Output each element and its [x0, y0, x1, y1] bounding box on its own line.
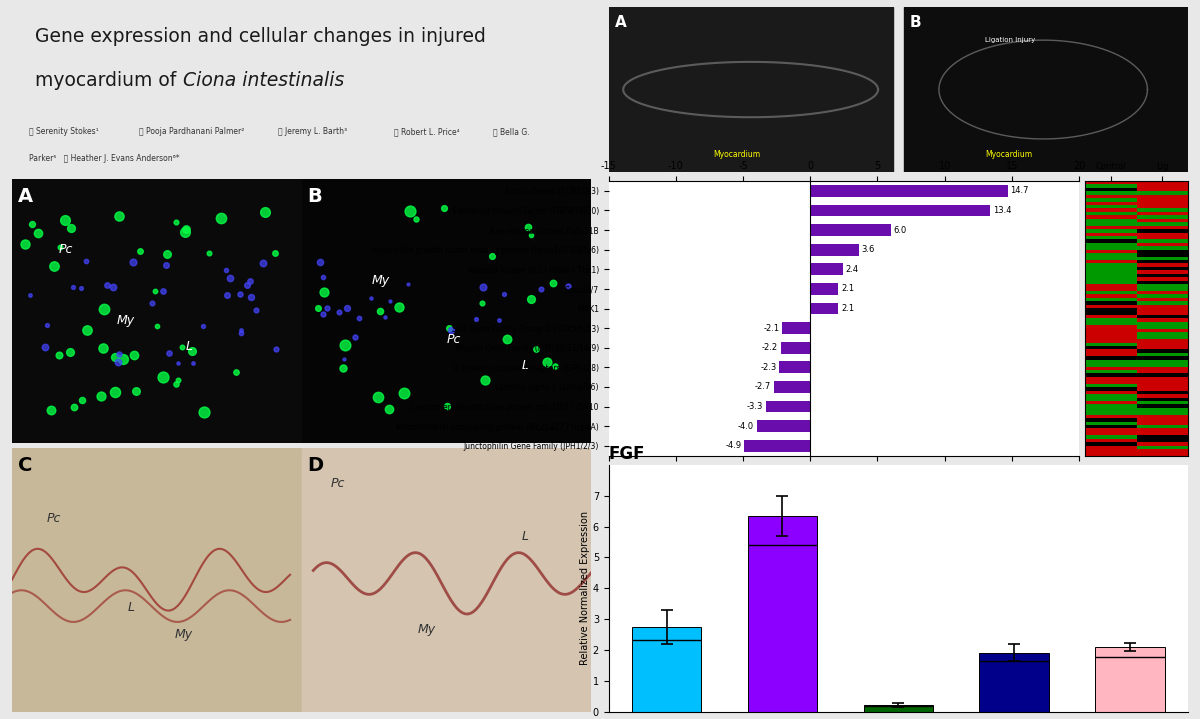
Bar [979, 653, 1049, 712]
Bar [779, 362, 810, 373]
Text: 2.4: 2.4 [845, 265, 858, 274]
Text: Myocardium: Myocardium [985, 150, 1032, 159]
Text: My: My [371, 275, 389, 288]
Text: 14.7: 14.7 [1010, 186, 1028, 196]
Bar [1096, 647, 1165, 712]
Bar [774, 381, 810, 393]
Bar [810, 303, 839, 314]
Text: A: A [614, 15, 626, 30]
Text: -2.2: -2.2 [762, 343, 778, 352]
Text: 2.1: 2.1 [841, 304, 854, 313]
Bar [632, 627, 701, 712]
Text: L: L [186, 341, 193, 354]
Text: Pc: Pc [47, 511, 61, 525]
Text: Gene expression and cellular changes in injured: Gene expression and cellular changes in … [35, 27, 486, 46]
Text: My: My [116, 314, 134, 327]
Text: Pc: Pc [446, 332, 461, 346]
Text: A: A [18, 187, 32, 206]
Text: 2.1: 2.1 [841, 285, 854, 293]
Text: 6.0: 6.0 [894, 226, 907, 234]
Text: myocardium of: myocardium of [35, 70, 182, 90]
Text: -4.9: -4.9 [726, 441, 742, 450]
Text: 3.6: 3.6 [862, 245, 875, 255]
Text: -2.1: -2.1 [763, 324, 779, 333]
Bar [756, 421, 810, 432]
Text: 👤 Serenity Stokes¹: 👤 Serenity Stokes¹ [29, 127, 100, 137]
Bar [744, 440, 810, 452]
Text: 👤 Bella G.: 👤 Bella G. [493, 127, 529, 137]
Text: My: My [174, 628, 192, 641]
Bar [864, 705, 934, 712]
Text: D: D [307, 456, 324, 475]
Text: Parker⁵   👤 Heather J. Evans Anderson⁶*: Parker⁵ 👤 Heather J. Evans Anderson⁶* [29, 154, 180, 163]
Text: C: C [18, 456, 32, 475]
Text: L: L [522, 359, 529, 372]
Bar [781, 342, 810, 354]
Text: L: L [128, 601, 134, 615]
Text: -2.7: -2.7 [755, 383, 772, 391]
Text: 👤 Pooja Pardhanani Palmer²: 👤 Pooja Pardhanani Palmer² [139, 127, 245, 137]
Text: B: B [307, 187, 322, 206]
Text: Ciona intestinalis: Ciona intestinalis [182, 70, 344, 90]
Bar [810, 224, 890, 236]
Text: Pc: Pc [59, 243, 73, 256]
Bar [766, 400, 810, 413]
Text: -4.0: -4.0 [738, 421, 754, 431]
Text: -2.3: -2.3 [761, 363, 776, 372]
Bar [810, 185, 1008, 197]
Text: Ligation Injury: Ligation Injury [985, 37, 1036, 43]
Bar [748, 516, 817, 712]
Text: B: B [910, 15, 922, 30]
Bar [810, 263, 842, 275]
Text: -3.3: -3.3 [746, 402, 763, 411]
Bar [810, 283, 839, 295]
Y-axis label: Relative Normalized Expression: Relative Normalized Expression [580, 511, 590, 665]
Text: 👤 Jeremy L. Barth³: 👤 Jeremy L. Barth³ [278, 127, 348, 137]
Text: Myocardium: Myocardium [713, 150, 760, 159]
Bar [810, 205, 990, 216]
Text: L: L [522, 530, 529, 543]
Text: FGF: FGF [608, 445, 646, 463]
Text: 👤 Robert L. Price⁴: 👤 Robert L. Price⁴ [395, 127, 460, 137]
Text: Pc: Pc [331, 477, 344, 490]
Bar [810, 244, 859, 255]
Bar [782, 322, 810, 334]
Text: 13.4: 13.4 [994, 206, 1012, 215]
Text: My: My [418, 623, 436, 636]
